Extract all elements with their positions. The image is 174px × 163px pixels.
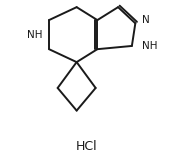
Text: HCl: HCl — [76, 140, 98, 153]
Text: NH: NH — [142, 41, 158, 51]
Text: N: N — [142, 15, 150, 25]
Text: NH: NH — [27, 30, 42, 40]
